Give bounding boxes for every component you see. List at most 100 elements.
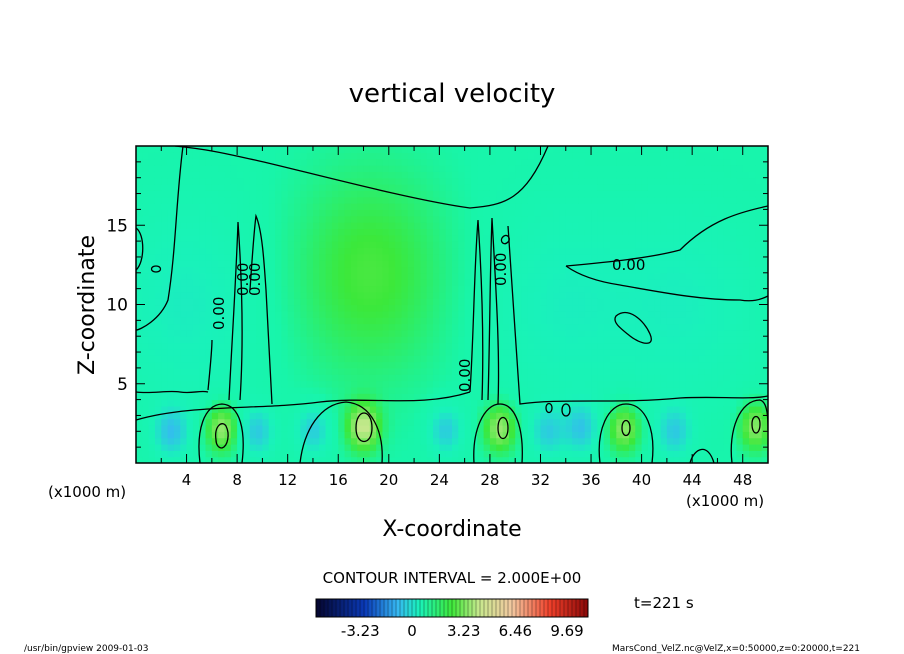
heatmap-cell <box>350 437 358 445</box>
heatmap-cell <box>572 146 579 153</box>
heatmap-cell <box>433 241 440 249</box>
heatmap-cell <box>584 317 592 325</box>
heatmap-cell <box>439 310 447 318</box>
heatmap-cell <box>742 355 750 363</box>
heatmap-cell <box>527 386 535 394</box>
heatmap-cell <box>742 285 750 293</box>
heatmap-cell <box>717 456 725 463</box>
heatmap-cell <box>527 228 535 236</box>
heatmap-cell <box>325 374 333 382</box>
heatmap-cell <box>237 228 245 236</box>
heatmap-cell <box>578 456 586 463</box>
heatmap-cell <box>591 203 598 210</box>
heatmap-cell <box>470 329 478 337</box>
heatmap-cell <box>489 393 497 401</box>
heatmap-cell <box>565 228 573 236</box>
heatmap-cell <box>749 386 756 394</box>
heatmap-cell <box>148 342 156 350</box>
heatmap-cell <box>281 291 289 299</box>
heatmap-cell <box>496 355 504 363</box>
heatmap-cell <box>502 329 510 337</box>
heatmap-cell <box>628 386 636 394</box>
heatmap-cell <box>199 310 207 318</box>
heatmap-cell <box>666 342 674 350</box>
heatmap-cell <box>142 431 150 439</box>
heatmap-cell <box>647 443 655 451</box>
heatmap-cell <box>761 399 768 407</box>
heatmap-cell <box>666 190 674 198</box>
heatmap-cell <box>395 456 403 463</box>
heatmap-cell <box>755 336 763 344</box>
heatmap-cell <box>711 310 719 318</box>
heatmap-cell <box>161 361 169 369</box>
heatmap-cell <box>224 380 232 388</box>
heatmap-cell <box>521 367 529 375</box>
heatmap-cell <box>256 298 263 306</box>
heatmap-cell <box>540 310 548 318</box>
heatmap-cell <box>458 190 466 198</box>
heatmap-cell <box>635 393 643 401</box>
heatmap-cell <box>249 253 257 261</box>
heatmap-cell <box>414 450 421 458</box>
heatmap-cell <box>572 329 579 337</box>
heatmap-cell <box>294 456 301 463</box>
heatmap-cell <box>546 152 554 160</box>
heatmap-cell <box>711 209 719 217</box>
heatmap-cell <box>199 342 207 350</box>
heatmap-cell <box>597 241 605 249</box>
heatmap-cell <box>230 165 238 172</box>
heatmap-cell <box>439 317 447 325</box>
heatmap-cell <box>445 165 453 172</box>
heatmap-cell <box>610 272 617 280</box>
heatmap-cell <box>534 431 542 439</box>
heatmap-cell <box>553 209 561 217</box>
heatmap-cell <box>211 291 219 299</box>
heatmap-cell <box>136 386 143 394</box>
heatmap-cell <box>553 424 561 432</box>
heatmap-cell <box>161 431 169 439</box>
heatmap-cell <box>559 266 567 274</box>
heatmap-cell <box>483 367 491 375</box>
heatmap-cell <box>641 196 649 204</box>
heatmap-cell <box>622 184 630 191</box>
heatmap-cell <box>660 355 668 363</box>
heatmap-cell <box>300 437 308 445</box>
heatmap-cell <box>749 241 756 249</box>
heatmap-cell <box>736 215 744 223</box>
heatmap-cell <box>692 234 700 242</box>
heatmap-cell <box>262 399 270 407</box>
heatmap-cell <box>685 380 693 388</box>
heatmap-cell <box>628 190 636 198</box>
heatmap-cell <box>433 386 440 394</box>
heatmap-cell <box>275 279 282 287</box>
heatmap-cell <box>350 355 358 363</box>
heatmap-cell <box>666 266 674 274</box>
heatmap-cell <box>407 456 415 463</box>
heatmap-cell <box>395 209 403 217</box>
heatmap-cell <box>685 317 693 325</box>
heatmap-cell <box>243 450 251 458</box>
heatmap-cell <box>312 310 320 318</box>
heatmap-cell <box>622 304 630 312</box>
heatmap-cell <box>723 285 731 293</box>
heatmap-cell <box>591 253 598 261</box>
heatmap-cell <box>483 336 491 344</box>
heatmap-cell <box>300 165 308 172</box>
heatmap-cell <box>224 405 232 413</box>
heatmap-cell <box>319 336 327 344</box>
heatmap-cell <box>477 177 485 185</box>
heatmap-cell <box>439 386 447 394</box>
heatmap-cell <box>546 336 554 344</box>
heatmap-cell <box>192 424 200 432</box>
heatmap-cell <box>685 272 693 280</box>
heatmap-cell <box>369 152 377 160</box>
heatmap-cell <box>458 260 466 268</box>
heatmap-cell <box>641 361 649 369</box>
heatmap-cell <box>237 348 245 356</box>
heatmap-cell <box>249 291 257 299</box>
heatmap-cell <box>502 405 510 413</box>
heatmap-cell <box>237 222 245 230</box>
heatmap-cell <box>584 222 592 230</box>
heatmap-cell <box>224 203 232 210</box>
heatmap-cell <box>376 393 384 401</box>
